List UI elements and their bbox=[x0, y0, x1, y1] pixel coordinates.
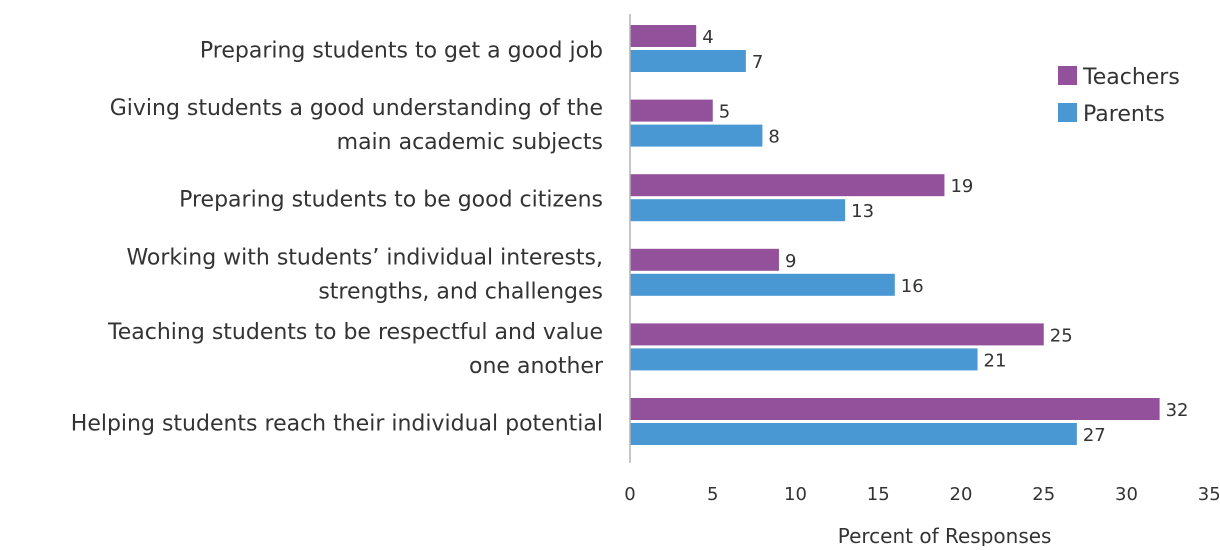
data-label-parents-2: 13 bbox=[851, 201, 874, 222]
bar-teachers-0 bbox=[630, 25, 697, 47]
bar-parents-0 bbox=[630, 50, 746, 72]
data-label-parents-5: 27 bbox=[1083, 425, 1106, 446]
data-label-parents-0: 7 bbox=[752, 52, 763, 73]
bar-teachers-1 bbox=[630, 99, 713, 122]
category-label-5: Helping students reach their individual … bbox=[71, 412, 603, 437]
bar-parents-2 bbox=[630, 199, 846, 222]
category-label-0: Preparing students to get a good job bbox=[200, 39, 603, 64]
legend-label-parents: Parents bbox=[1083, 102, 1165, 127]
legend-swatch-parents bbox=[1058, 103, 1077, 122]
legend-label-teachers: Teachers bbox=[1082, 65, 1180, 90]
x-tick-label-20: 20 bbox=[950, 484, 973, 505]
bar-teachers-5 bbox=[630, 398, 1160, 420]
x-tick-label-0: 0 bbox=[624, 484, 635, 505]
x-tick-label-35: 35 bbox=[1198, 484, 1220, 505]
x-axis-title: Percent of Responses bbox=[838, 524, 1052, 546]
category-label-4: Teaching students to be respectful and v… bbox=[107, 320, 604, 379]
bar-teachers-2 bbox=[630, 174, 945, 197]
data-label-teachers-4: 25 bbox=[1050, 325, 1073, 346]
data-label-parents-1: 8 bbox=[768, 127, 779, 148]
category-label-3: Working with students’ individual intere… bbox=[126, 245, 603, 304]
x-tick-label-10: 10 bbox=[784, 484, 807, 505]
bar-teachers-3 bbox=[630, 248, 779, 271]
data-label-teachers-2: 19 bbox=[950, 176, 973, 197]
bar-parents-3 bbox=[630, 273, 895, 296]
category-label-1: Giving students a good understanding of … bbox=[110, 96, 603, 155]
bar-parents-5 bbox=[630, 423, 1077, 445]
data-label-parents-4: 21 bbox=[984, 350, 1007, 371]
x-tick-label-15: 15 bbox=[867, 484, 890, 505]
x-tick-label-25: 25 bbox=[1032, 484, 1055, 505]
category-label-2: Preparing students to be good citizens bbox=[179, 188, 603, 213]
bar-parents-1 bbox=[630, 124, 763, 147]
data-label-teachers-1: 5 bbox=[719, 102, 730, 123]
data-label-teachers-3: 9 bbox=[785, 251, 796, 272]
data-label-teachers-5: 32 bbox=[1166, 400, 1189, 421]
legend-swatch-teachers bbox=[1058, 66, 1077, 85]
bar-teachers-4 bbox=[630, 323, 1044, 346]
data-label-parents-3: 16 bbox=[901, 276, 924, 297]
bar-parents-4 bbox=[630, 348, 978, 371]
data-label-teachers-0: 4 bbox=[702, 27, 713, 48]
x-tick-label-5: 5 bbox=[707, 484, 718, 505]
x-tick-label-30: 30 bbox=[1115, 484, 1138, 505]
